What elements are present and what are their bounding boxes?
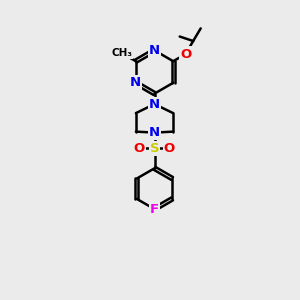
Text: S: S [150, 142, 159, 155]
Text: CH₃: CH₃ [111, 48, 132, 58]
Text: O: O [134, 142, 145, 155]
Text: N: N [149, 126, 160, 139]
Text: O: O [164, 142, 175, 155]
Text: N: N [149, 98, 160, 111]
Text: F: F [150, 202, 159, 216]
Text: N: N [130, 76, 141, 89]
Text: O: O [180, 47, 191, 61]
Text: N: N [149, 44, 160, 57]
